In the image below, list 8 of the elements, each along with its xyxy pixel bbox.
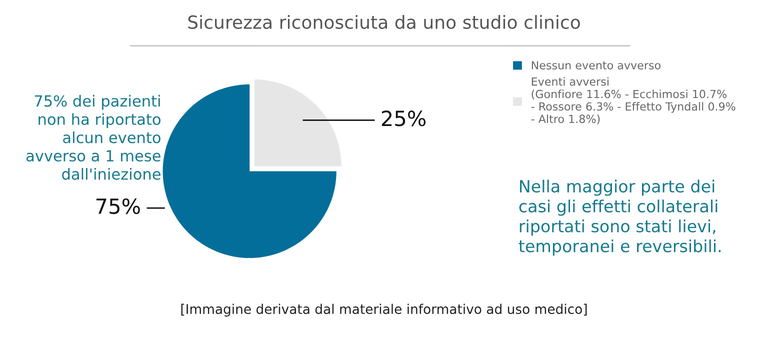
data-label: 25% <box>382 110 426 126</box>
text: Nella maggior parte dei casi gli effetti collaterali riportati sono stati lievi, temporanei e reversibili. <box>518 180 721 256</box>
data-label: 75% <box>96 198 140 214</box>
text: 75% dei pazienti non ha riportato alcun evento avverso a 1 mese dall'iniezione <box>26 94 160 180</box>
text: [Immagine derivata dal materiale informativo ad uso medico] <box>181 304 587 317</box>
chart-title: Sicurezza riconosciuta da uno studio clinico <box>188 14 580 29</box>
legend-label: Eventi avversi (Gonfiore 11.6% - Ecchimosi 10.7% - Rossore 6.3% - Effetto Tyndall 0.9% - Altro 1.8%) <box>531 77 736 124</box>
legend-label: Nessun evento avverso <box>532 61 660 70</box>
